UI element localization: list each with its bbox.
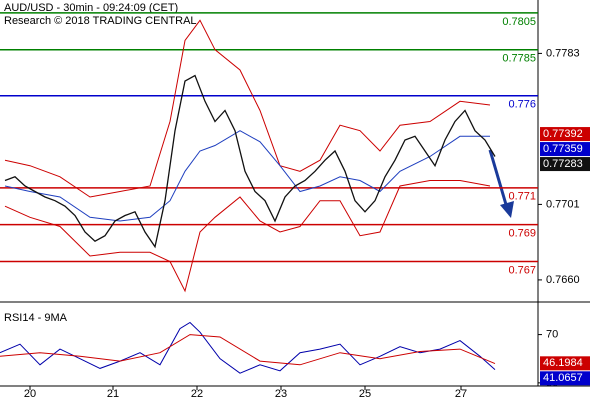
chart-subtitle: Research © 2018 TRADING CENTRAL [4, 15, 197, 27]
level-label: 0.767 [508, 264, 536, 276]
price-tag-label: 41.0657 [543, 372, 583, 384]
price-tag [540, 157, 590, 172]
y-tick-label: 0.7701 [546, 198, 580, 210]
price-tag [540, 356, 590, 371]
forecast-arrowhead [500, 201, 514, 218]
series-line [0, 321, 496, 374]
price-tag-label: 46.1984 [543, 357, 583, 369]
x-tick-label: 25 [359, 388, 371, 400]
level-label: 0.771 [508, 191, 536, 203]
series-line [4, 19, 491, 198]
y-tick-label: 0.7783 [546, 47, 580, 59]
level-label: 0.776 [508, 99, 536, 111]
price-tag-label: 0.77359 [543, 143, 583, 155]
x-tick-label: 22 [191, 388, 203, 400]
series-line [4, 180, 491, 293]
series-line [4, 130, 490, 222]
x-tick-label: 23 [275, 388, 287, 400]
level-label: 0.7785 [502, 53, 536, 65]
x-tick-label: 27 [455, 388, 467, 400]
chart-title: AUD/USD - 30min - 09:24:09 (CET) [4, 2, 178, 14]
x-tick-label: 21 [107, 388, 119, 400]
series-line [0, 334, 496, 366]
rsi-title: RSI14 - 9MA [4, 312, 68, 324]
series-line [4, 74, 496, 249]
price-tag [540, 127, 590, 142]
forecast-arrow [488, 149, 509, 209]
y-tick-label: 0.7660 [546, 274, 580, 286]
level-label: 0.769 [508, 228, 536, 240]
price-tag-label: 0.77283 [543, 158, 583, 170]
y-tick-label: 70 [546, 328, 558, 340]
price-tag-label: 0.77392 [543, 128, 583, 140]
x-tick-label: 20 [24, 388, 36, 400]
price-tag [540, 142, 590, 157]
price-tag [540, 371, 590, 386]
level-label: 0.7805 [502, 16, 536, 28]
